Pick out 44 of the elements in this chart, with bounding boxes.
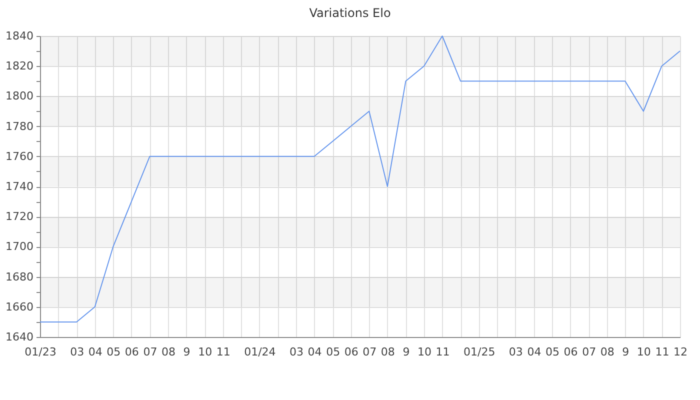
- y-tick-label: 1820: [6, 60, 34, 73]
- y-tick-label: 1800: [6, 90, 34, 103]
- x-tick-label: 10: [198, 346, 212, 358]
- x-tick-label: 9: [622, 346, 630, 358]
- x-tick-label: 05: [106, 346, 121, 358]
- x-tick-label: 04: [527, 346, 542, 358]
- x-tick-label: 04: [308, 346, 322, 358]
- x-tick-label: 11: [655, 346, 670, 358]
- x-tick-label: 10: [636, 346, 651, 358]
- x-tick-label: 03: [290, 346, 304, 358]
- x-tick-label: 05: [326, 346, 340, 358]
- x-tick-label: 10: [418, 346, 432, 358]
- x-tick-label: 08: [600, 346, 614, 358]
- x-tick-label: 08: [162, 346, 176, 358]
- x-tick-label: 06: [124, 346, 139, 358]
- x-tick-label: 11: [216, 346, 230, 358]
- y-tick-label: 1640: [6, 330, 34, 344]
- x-tick-label: 03: [508, 346, 523, 358]
- y-tick-label: 1780: [6, 120, 34, 133]
- x-tick-label: 11: [436, 346, 450, 358]
- x-tick-label: 12: [674, 346, 688, 358]
- x-tick-label: 9: [402, 346, 410, 358]
- y-tick-label: 1720: [6, 210, 34, 224]
- x-tick-label: 03: [70, 346, 84, 358]
- x-tick-label: 06: [564, 346, 578, 358]
- y-tick-label: 1760: [6, 150, 34, 163]
- x-tick-label: 06: [344, 346, 358, 358]
- x-tick-label: 04: [88, 346, 102, 358]
- line-series: [40, 36, 680, 322]
- y-tick-label: 1700: [6, 240, 34, 254]
- x-tick-label: 07: [582, 346, 596, 358]
- y-tick-label: 1740: [6, 180, 34, 193]
- x-tick-label: 01/24: [244, 346, 276, 358]
- x-tick-label: 07: [362, 346, 377, 358]
- y-tick-label: 1680: [6, 270, 34, 284]
- x-tick-label: 07: [143, 346, 158, 358]
- x-tick-label: 01/23: [24, 346, 56, 358]
- x-tick-label: 9: [183, 346, 190, 358]
- x-tick-label: 05: [546, 346, 560, 358]
- chart-title: Variations Elo: [309, 6, 391, 20]
- x-tick-label: 01/25: [464, 346, 496, 358]
- y-tick-label: 1840: [6, 30, 34, 42]
- x-tick-label: 08: [380, 346, 395, 358]
- y-tick-label: 1660: [6, 300, 34, 314]
